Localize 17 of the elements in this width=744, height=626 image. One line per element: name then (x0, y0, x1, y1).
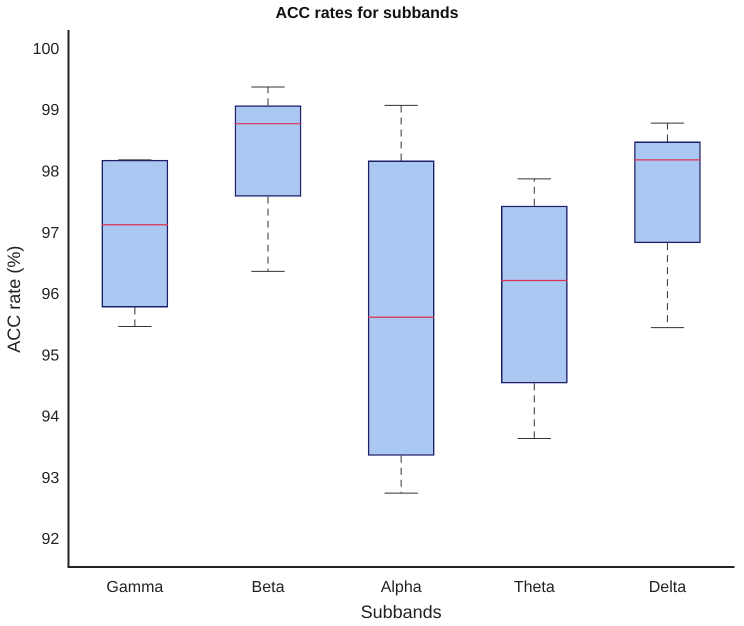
y-tick-label: 100 (32, 40, 60, 58)
x-axis-title: Subbands (360, 602, 442, 622)
x-tick-label: Gamma (106, 579, 164, 596)
x-tick-label: Beta (252, 579, 285, 596)
x-tick-label: Alpha (380, 579, 422, 596)
y-tick-label: 99 (42, 102, 60, 120)
y-tick-label: 92 (42, 531, 60, 548)
y-tick-label: 94 (42, 408, 60, 426)
y-tick-label: 98 (42, 164, 60, 180)
x-tick-label: Theta (514, 579, 555, 596)
y-tick-label: 93 (42, 470, 60, 487)
x-tick-label: Delta (648, 579, 686, 596)
y-tick-label: 95 (42, 347, 60, 364)
y-axis-title: ACC rate (%) (4, 246, 24, 353)
y-tick-label: 97 (42, 224, 60, 242)
chart-title: ACC rates for subbands (275, 5, 459, 22)
y-tick-label: 96 (42, 286, 60, 304)
